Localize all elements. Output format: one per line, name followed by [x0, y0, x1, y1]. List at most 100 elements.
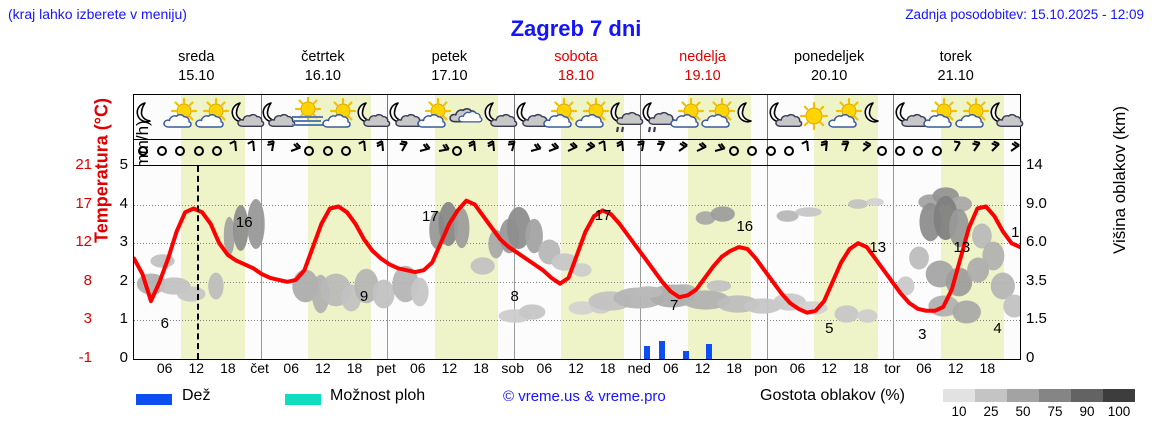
cloud-density-swatch	[1039, 389, 1071, 402]
wind-barb-icon	[852, 140, 874, 164]
cloud-height-tick: 14	[1026, 156, 1043, 173]
x-axis-tick: 06	[663, 360, 679, 376]
wind-calm-icon	[151, 140, 173, 164]
shower-legend-label: Možnost ploh	[330, 387, 426, 404]
wind-barb-icon	[428, 140, 450, 164]
temperature-value-label: 5	[825, 320, 834, 338]
sun-cloud-icon	[920, 97, 962, 137]
cloud-height-tick: 1.5	[1026, 310, 1047, 328]
wind-calm-icon	[298, 140, 320, 164]
day-name: ponedeljek	[794, 49, 865, 65]
cloud-density-scale-value: 100	[1107, 404, 1131, 419]
wind-barb-icon	[631, 140, 653, 164]
x-axis-tick: 06	[156, 360, 173, 376]
sun-cloud-icon	[414, 97, 456, 137]
temperature-curve	[134, 198, 1020, 315]
day-date: 20.10	[810, 68, 848, 84]
x-axis-tick: 12	[441, 360, 458, 376]
day-date: 15.10	[178, 68, 215, 84]
moon-icon	[129, 97, 171, 137]
copyright-link[interactable]: © vreme.us & vreme.pro	[503, 388, 666, 405]
temperature-value-label: 3	[918, 326, 927, 344]
sun-icon	[793, 97, 835, 137]
wind-calm-icon	[134, 140, 154, 164]
day-header-4: sobota 18.10	[513, 48, 640, 86]
day-separator	[893, 95, 895, 139]
cloud-density-scale-value: 25	[983, 404, 999, 419]
rain-bar	[644, 346, 651, 359]
wind-barb-icon	[261, 140, 283, 164]
rain-legend-swatch	[136, 394, 172, 405]
cloud-height-tick: 3.5	[1026, 271, 1047, 289]
cloud-height-axis-title: Višina oblakov (km)	[1110, 105, 1129, 255]
horizontal-gridline	[134, 281, 1020, 283]
wind-barb-icon	[464, 140, 486, 164]
wind-barb-icon	[225, 140, 247, 164]
moon-cloud-drizzle-icon	[603, 97, 645, 137]
cloud-height-tick-labels: 14 9.0 6.0 3.5 1.5 0	[1026, 156, 1066, 366]
wind-barb-icon	[1000, 140, 1020, 164]
x-axis-tick: 12	[188, 360, 205, 376]
day-name: petek	[431, 49, 468, 65]
wind-calm-icon	[907, 140, 929, 164]
day-separator	[513, 95, 515, 139]
temperature-value-label: 16	[736, 218, 754, 236]
x-axis-tick: 06	[789, 360, 806, 376]
location-menu-note: (kraj lahko izberete v meniju)	[8, 6, 187, 22]
shower-legend-swatch	[285, 394, 321, 405]
wind-barb-icon	[834, 140, 856, 164]
wind-calm-icon	[889, 140, 911, 164]
moon-cloud-icon	[224, 97, 266, 137]
day-header-7: torek 21.10	[892, 48, 1019, 86]
moon-cloud-icon	[477, 97, 519, 137]
cloud-density-swatch	[975, 389, 1007, 402]
wind-barb-icon	[575, 140, 597, 164]
sun-cloud-icon	[160, 97, 202, 137]
day-header-6: ponedeljek 20.10	[766, 48, 893, 86]
temperature-tick: 12	[75, 233, 92, 251]
moon-icon	[730, 97, 772, 137]
day-header-row: sreda 15.10 četrtek 16.10 petek 17.10 sobota 18…	[133, 48, 1021, 93]
wind-barb-icon	[280, 140, 302, 164]
sun-cloud-icon	[572, 97, 614, 137]
day-header-1: sreda 15.10	[133, 48, 260, 86]
wind-barb-icon	[409, 140, 431, 164]
x-axis-tick: 12	[947, 360, 964, 376]
x-axis-tick: pon	[754, 360, 778, 376]
day-date: 16.10	[304, 68, 341, 84]
wind-calm-icon	[723, 140, 745, 164]
temperature-value-label: 17	[594, 206, 612, 224]
wind-barb-icon	[594, 140, 616, 164]
wind-barb-strip	[133, 140, 1021, 166]
x-axis-tick: 12	[821, 360, 837, 376]
wind-barb-icon	[612, 140, 634, 164]
x-axis-tick-labels: 06 12 18 čet 06 12 18 pet 06 12 18 sob 06 12 18 ned 06 12…	[133, 360, 1021, 382]
sun-cloud-icon	[698, 97, 740, 137]
wind-calm-icon	[778, 140, 800, 164]
moon-cloud-drizzle-icon	[635, 97, 677, 137]
x-axis-tick: 06	[536, 360, 553, 376]
wind-barb-icon	[649, 140, 671, 164]
cloud-density-scale-title: Gostota oblakov (%)	[760, 387, 905, 404]
day-header-2: četrtek 16.10	[260, 48, 387, 86]
wind-barb-icon	[557, 140, 579, 164]
rain-legend-label: Dež	[182, 387, 211, 404]
wind-barb-icon	[501, 140, 523, 164]
wind-calm-icon	[446, 140, 468, 164]
daylight-band	[308, 166, 372, 359]
x-axis-tick: 12	[315, 360, 331, 376]
x-axis-tick: tor	[884, 360, 901, 376]
cloud-density-swatch	[1103, 389, 1135, 402]
temperature-tick: 3	[83, 310, 92, 328]
temperature-value-label: 13	[869, 239, 887, 257]
precipitation-tick: 4	[119, 194, 128, 212]
sun-cloud-icon	[952, 97, 994, 137]
precipitation-tick: 3	[119, 233, 128, 251]
wind-calm-icon	[317, 140, 339, 164]
wind-barb-icon	[963, 140, 985, 164]
chart-legend: Dež Možnost ploh © vreme.us & vreme.pro …	[0, 386, 1152, 426]
wind-calm-icon	[926, 140, 948, 164]
cloud-height-tick: 0	[1026, 349, 1035, 366]
x-axis-tick: 12	[568, 360, 584, 376]
temperature-value-label: 8	[510, 287, 519, 305]
